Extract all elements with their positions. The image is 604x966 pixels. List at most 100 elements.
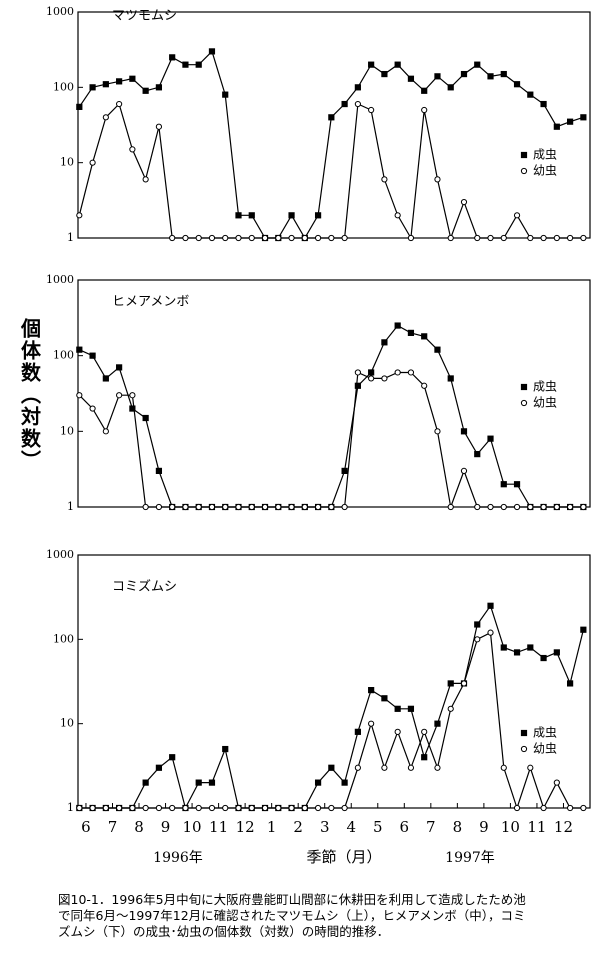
marker <box>116 100 123 108</box>
marker <box>368 687 375 694</box>
marker <box>447 705 454 712</box>
marker <box>567 503 574 511</box>
marker <box>394 322 401 329</box>
marker <box>248 234 255 242</box>
marker <box>513 503 521 511</box>
marker <box>314 212 322 219</box>
marker <box>222 91 229 98</box>
marker <box>169 54 176 61</box>
year-label: 1997年 <box>445 850 495 866</box>
marker <box>222 234 229 242</box>
x-tick-label: 7 <box>108 818 118 836</box>
marker <box>500 481 507 488</box>
legend-label: 成虫 <box>533 726 557 740</box>
y-tick-label: 100 <box>53 632 74 645</box>
marker <box>500 234 507 242</box>
marker <box>288 212 295 219</box>
x-tick-label: 11 <box>527 818 546 836</box>
marker <box>261 804 269 812</box>
marker <box>182 503 189 511</box>
marker <box>102 375 109 382</box>
marker <box>261 503 269 511</box>
marker <box>89 352 96 359</box>
y-tick-label: 100 <box>53 349 74 362</box>
marker <box>500 764 507 771</box>
marker <box>421 333 428 340</box>
marker <box>447 84 454 91</box>
marker <box>474 621 481 628</box>
marker <box>235 503 242 511</box>
marker <box>527 503 534 511</box>
marker <box>381 375 388 382</box>
marker <box>460 70 468 78</box>
legend-marker <box>520 745 528 753</box>
plot-frame <box>77 11 591 239</box>
marker <box>407 764 415 771</box>
marker <box>89 405 96 412</box>
legend-marker <box>520 167 528 175</box>
x-tick-label: 9 <box>479 818 489 836</box>
marker <box>129 75 136 82</box>
marker <box>407 705 415 712</box>
marker <box>368 369 375 376</box>
marker <box>394 369 401 376</box>
marker <box>222 503 229 511</box>
marker <box>407 234 415 242</box>
marker <box>487 602 494 609</box>
marker <box>513 481 521 488</box>
marker <box>460 467 468 474</box>
marker <box>513 649 521 656</box>
marker <box>208 503 216 511</box>
marker <box>500 644 507 651</box>
marker <box>567 234 574 242</box>
y-tick-label: 10 <box>60 424 74 437</box>
marker <box>89 84 96 91</box>
marker <box>474 503 481 511</box>
marker <box>89 159 96 166</box>
marker <box>434 720 441 727</box>
x-tick-label: 8 <box>453 818 463 836</box>
marker <box>301 503 308 511</box>
x-tick-label: 8 <box>134 818 144 836</box>
marker <box>460 198 468 206</box>
marker <box>235 234 242 242</box>
marker <box>76 346 83 353</box>
marker <box>89 804 96 812</box>
marker <box>354 100 361 108</box>
marker <box>314 804 322 812</box>
marker <box>540 503 547 511</box>
marker <box>76 392 83 399</box>
marker <box>341 467 348 474</box>
y-tick-label: 1 <box>67 500 74 513</box>
marker <box>474 61 481 68</box>
marker <box>434 428 441 435</box>
marker <box>580 114 587 121</box>
marker <box>354 84 361 91</box>
marker <box>407 329 415 336</box>
x-tick-label: 4 <box>346 818 356 836</box>
series-line <box>79 604 584 810</box>
marker <box>527 234 534 242</box>
marker <box>142 804 149 812</box>
legend-label: 成虫 <box>533 148 557 162</box>
marker <box>341 804 348 812</box>
marker <box>155 804 163 812</box>
marker <box>553 234 560 242</box>
marker <box>474 636 481 643</box>
legend-label: 幼虫 <box>533 396 557 410</box>
marker <box>341 100 348 108</box>
x-tick-label: 5 <box>373 818 383 836</box>
marker <box>248 212 255 219</box>
marker <box>421 728 428 735</box>
marker <box>500 503 507 511</box>
marker <box>328 114 335 121</box>
marker <box>567 118 574 125</box>
y-tick-label: 1000 <box>46 273 74 286</box>
series-line <box>78 371 584 510</box>
marker <box>474 451 481 458</box>
panel-title: マツモムシ <box>112 9 177 24</box>
marker <box>235 804 242 812</box>
x-tick-label: 12 <box>236 818 255 836</box>
marker <box>540 654 547 662</box>
marker <box>421 87 428 94</box>
